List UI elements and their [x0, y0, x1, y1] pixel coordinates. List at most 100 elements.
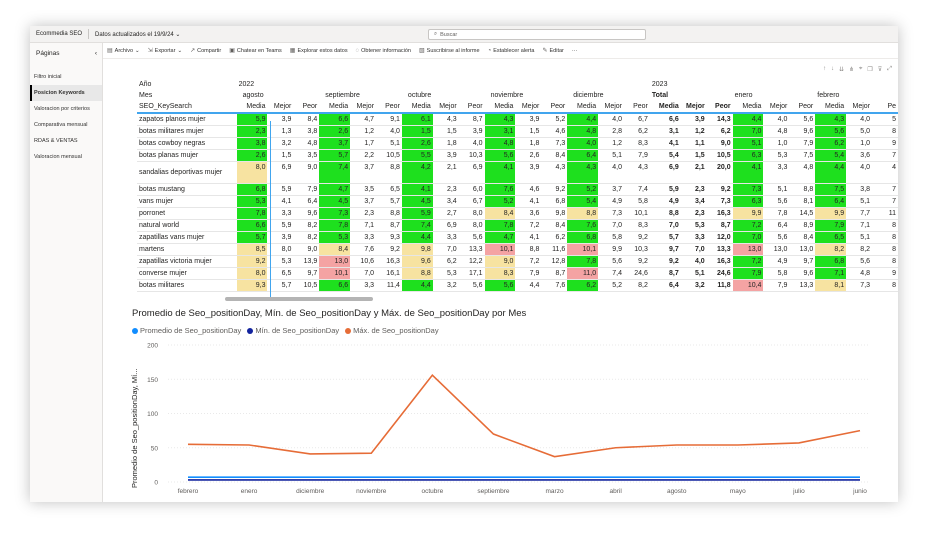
value-cell: 12,2: [458, 255, 485, 269]
expand-hierarchy-icon[interactable]: ⋔: [848, 67, 854, 73]
value-cell: 7,1: [815, 267, 847, 281]
value-cell: 5,1: [598, 149, 625, 163]
column-divider: [270, 121, 271, 297]
table-row[interactable]: botas cowboy negras 3,8 3,2 4,8 3,7 1,7 5,1 2,6…: [137, 137, 898, 151]
legend-item[interactable]: Promedio de Seo_positionDay: [132, 326, 241, 335]
value-cell: 5,3: [236, 195, 268, 209]
value-cell: 4,1: [401, 183, 433, 197]
table-row[interactable]: porronet 7,8 3,3 9,6 7,3 2,3 8,8 5,9 2,7 8,0 8,4 3,…: [137, 207, 898, 221]
value-cell: 7,4: [624, 183, 650, 197]
value-cell: 7,2: [515, 219, 542, 233]
value-cell: 3,9: [515, 113, 542, 127]
value-cell: 5,7: [649, 231, 681, 245]
table-row[interactable]: zapatillas vans mujer 5,7 3,9 8,2 5,3 3,3 9,3 4…: [137, 231, 898, 245]
table-row[interactable]: zapatillas victoria mujer 9,2 5,3 13,9 13,0 1…: [137, 255, 898, 269]
arrow-down-icon[interactable]: ↓: [830, 66, 834, 72]
value-cell: 8: [872, 231, 898, 245]
value-cell: 7: [872, 183, 898, 197]
value-cell: 7,0: [350, 267, 377, 281]
double-arrow-down-icon[interactable]: ⇊: [838, 67, 844, 73]
value-cell: 6,5: [376, 183, 402, 197]
page-item[interactable]: Filtro inicial: [34, 74, 62, 80]
measure-header: Peor: [550, 103, 566, 111]
table-row[interactable]: botas mustang 6,8 5,9 7,9 4,7 3,5 6,5 4,1 2,3 6,0…: [137, 183, 898, 197]
search-input[interactable]: ⌕ Buscar: [428, 29, 646, 40]
archivo-menu[interactable]: ▤ Archivo ⌄: [107, 47, 140, 55]
copy-icon[interactable]: ❐: [867, 67, 873, 73]
x-tick-label: noviembre: [356, 488, 387, 495]
focus-mode-icon[interactable]: ⤢: [887, 66, 892, 72]
value-cell: 9,0: [293, 243, 320, 257]
set-alert-button[interactable]: ◔ Establecer alerta: [488, 48, 535, 54]
value-cell: 6,8: [567, 231, 599, 245]
edit-button[interactable]: ✎ Editar: [542, 47, 563, 55]
value-cell: 8,2: [624, 279, 650, 293]
more-options-button[interactable]: ···: [571, 47, 578, 54]
value-cell: 5,2: [567, 183, 599, 197]
page-item[interactable]: Valoracion mensual: [34, 154, 82, 160]
value-cell: 8,5: [236, 243, 268, 257]
value-cell: 3,3: [763, 161, 790, 185]
get-insights-button[interactable]: ◌ Obtener información: [356, 48, 411, 54]
line-chart: 0 50 100 150 200 febrero enero diciembre noviemb…: [147, 343, 870, 495]
arrow-up-icon[interactable]: ↑: [822, 66, 826, 72]
table-row[interactable]: natural world 6,6 5,9 8,2 7,8 7,1 8,7 7,4 6,9 8,0…: [137, 219, 898, 233]
value-cell: 4,0: [763, 113, 790, 127]
value-cell: 8,4: [484, 207, 516, 221]
table-row[interactable]: botas militares 9,3 5,7 10,5 6,6 3,3 11,4 4,4 3,…: [137, 279, 898, 293]
data-updated-dropdown[interactable]: Datos actualizados el 19/9/24 ⌄: [89, 31, 186, 38]
value-cell: 16,3: [706, 207, 733, 221]
pin-icon[interactable]: ⌖: [859, 66, 863, 72]
value-cell: 8,2: [815, 243, 847, 257]
value-cell: 3,1: [649, 125, 681, 139]
value-cell: 7,6: [541, 279, 568, 293]
table-row[interactable]: botas militares mujer 2,3 1,3 3,8 2,6 1,2 4,0 1…: [137, 125, 898, 139]
table-row[interactable]: sandalias deportivas mujer 8,0 6,9 9,0 7,4 3,…: [137, 161, 898, 185]
value-cell: 13,3: [458, 243, 485, 257]
value-cell: 4,1: [732, 161, 764, 185]
value-cell: 8,9: [789, 219, 816, 233]
value-cell: 7,0: [680, 243, 707, 257]
exportar-menu[interactable]: ⇲ Exportar ⌄: [148, 47, 182, 55]
value-cell: 7,0: [732, 125, 764, 139]
table-row[interactable]: converse mujer 8,0 6,5 9,7 10,1 7,0 16,1 8,8 5,3…: [137, 267, 898, 281]
keyword-label: zapatillas victoria mujer: [137, 255, 237, 269]
table-row[interactable]: botas planas mujer 2,6 1,5 3,5 5,7 2,2 10,5 5,5…: [137, 149, 898, 163]
value-cell: 2,1: [680, 161, 707, 185]
value-cell: 4,7: [319, 183, 351, 197]
value-cell: 8,0: [236, 267, 268, 281]
value-cell: 7,8: [763, 207, 790, 221]
keyword-label: botas planas mujer: [137, 149, 237, 163]
pages-header: Páginas ‹: [30, 43, 102, 57]
horizontal-scrollbar[interactable]: [225, 297, 373, 301]
value-cell: 4,4: [401, 279, 433, 293]
legend-item[interactable]: Máx. de Seo_positionDay: [345, 326, 439, 335]
subscribe-button[interactable]: ▧ Suscribirse al informe: [419, 47, 480, 55]
chevron-down-icon: ⌄: [135, 47, 140, 54]
page-item[interactable]: Posicion Keywords: [30, 85, 102, 101]
pencil-icon: ✎: [542, 48, 548, 54]
value-cell: 3,9: [515, 161, 542, 185]
filter-icon[interactable]: ⊽: [877, 67, 883, 73]
value-cell: 3,2: [680, 279, 707, 293]
teams-chat-button[interactable]: ▣ Chatear en Teams: [229, 47, 282, 55]
collapse-chevron-icon[interactable]: ‹: [94, 50, 97, 57]
legend-item[interactable]: Mín. de Seo_positionDay: [247, 326, 339, 335]
explore-data-button[interactable]: ▦ Explorar estos datos: [290, 47, 348, 55]
keyword-label: botas militares: [137, 279, 237, 293]
value-cell: 3,9: [267, 113, 294, 127]
compartir-button[interactable]: ↗ Compartir: [190, 47, 221, 55]
value-cell: 4,7: [350, 113, 377, 127]
keyword-matrix: Año 2022 2023 Mes agosto septiembre octubre nov…: [137, 79, 898, 301]
keyword-label: porronet: [137, 207, 237, 221]
y-tick-label: 100: [147, 411, 158, 418]
table-row[interactable]: martens 8,5 8,0 9,0 8,4 7,6 9,2 9,8 7,0 13,3 10,1 8…: [137, 243, 898, 257]
page-item[interactable]: Comparativa mensual: [34, 122, 88, 128]
page-item[interactable]: RDAS & VENTAS: [34, 138, 78, 144]
page-item[interactable]: Valoracion por criterios: [34, 106, 90, 112]
legend-dot-icon: [132, 327, 138, 334]
value-cell: 8: [872, 125, 898, 139]
table-row[interactable]: zapatos planos mujer 5,9 3,9 8,4 6,6 4,7 9,1 6,…: [137, 113, 898, 127]
value-cell: 5,8: [598, 231, 625, 245]
table-row[interactable]: vans mujer 5,3 4,1 6,4 4,5 3,7 5,7 4,5 3,4 6,7 5,2…: [137, 195, 898, 209]
